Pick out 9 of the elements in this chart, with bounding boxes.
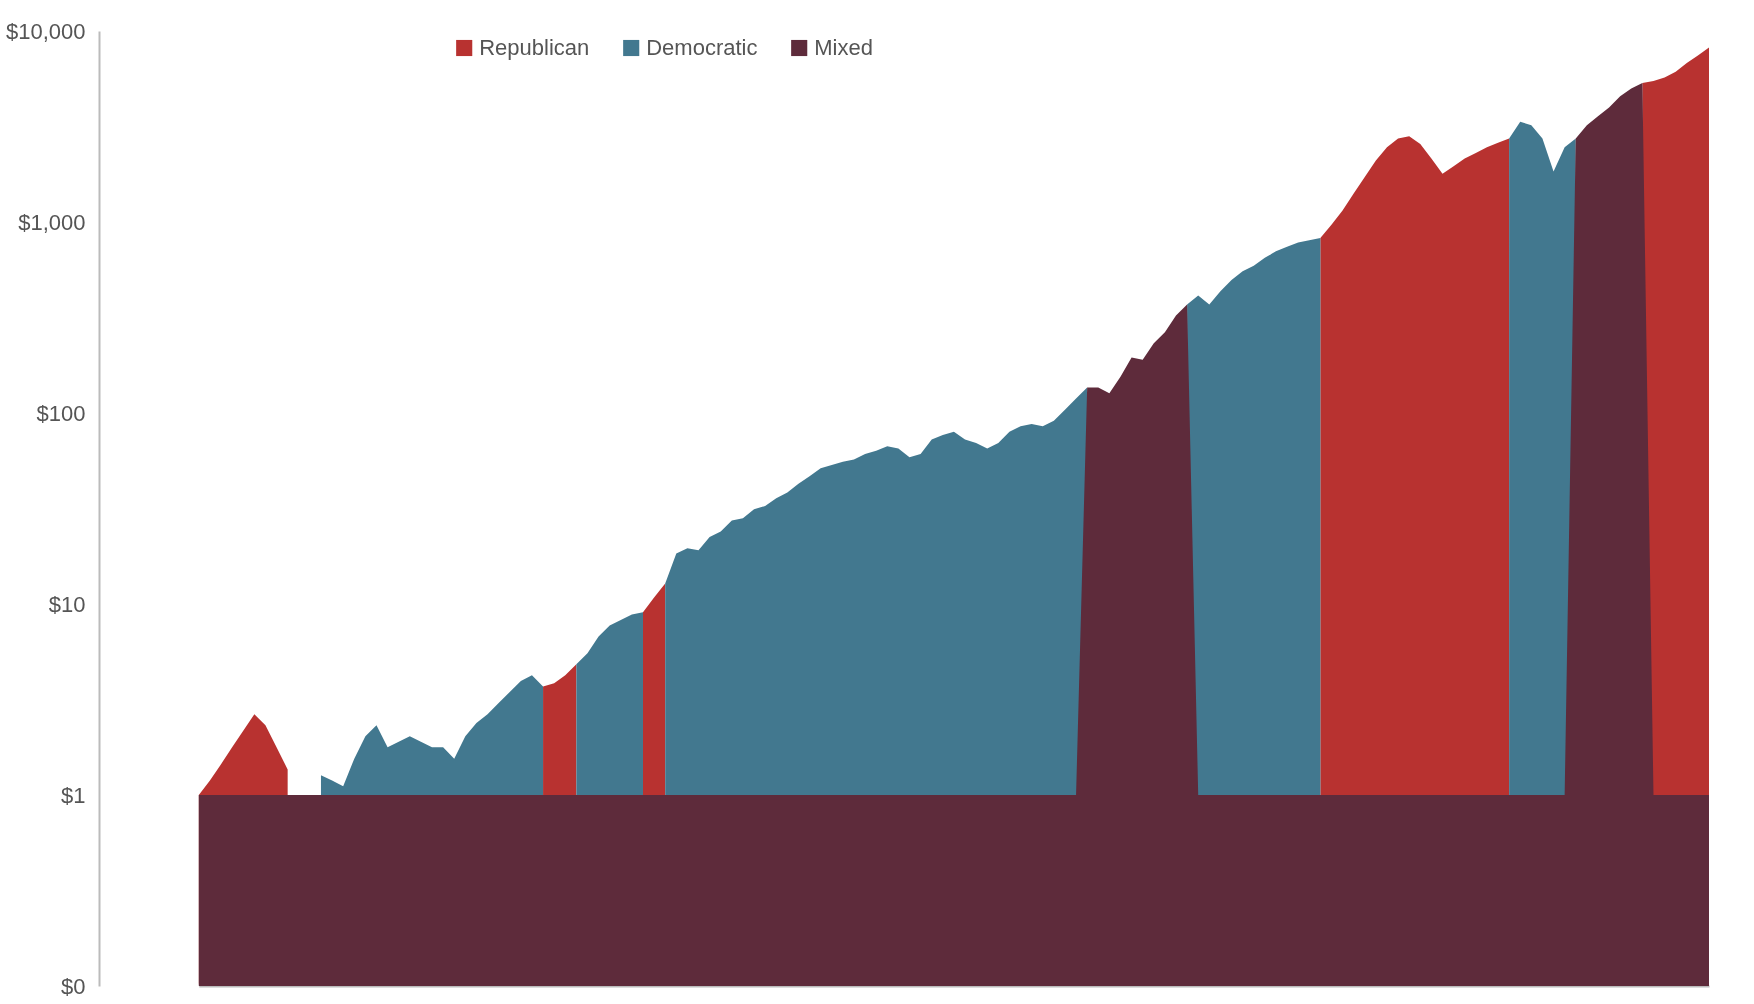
legend-label: Democratic xyxy=(646,35,758,60)
y-tick-label: $1 xyxy=(61,782,86,808)
legend-label: Mixed xyxy=(814,35,873,60)
y-tick-label: $100 xyxy=(36,400,86,426)
legend-label: Republican xyxy=(479,35,590,60)
y-tick-label: $0 xyxy=(61,973,86,999)
y-tick-label: $1,000 xyxy=(18,209,86,235)
y-tick-label: $10,000 xyxy=(5,18,86,44)
y-tick-label: $10 xyxy=(48,591,86,617)
